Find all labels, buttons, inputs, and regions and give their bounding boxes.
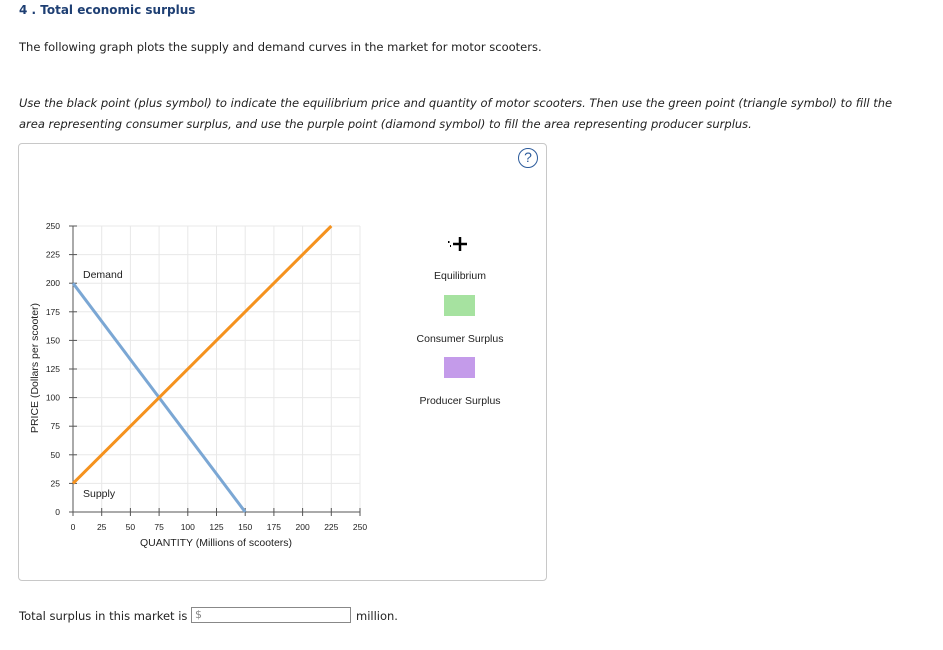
instructions-text: Use the black point (plus symbol) to ind… xyxy=(19,96,893,131)
y-tick-label: 175 xyxy=(46,307,60,317)
series-lines[interactable] xyxy=(71,224,333,513)
equilibrium-label: Equilibrium xyxy=(434,270,486,282)
consumer-surplus-label: Consumer Surplus xyxy=(416,333,504,345)
plus-icon[interactable] xyxy=(448,237,467,251)
x-tick-label: 0 xyxy=(71,522,76,532)
y-tick-label: 200 xyxy=(46,278,60,288)
x-tick-label: 100 xyxy=(181,522,195,532)
tick-labels: 0 25 50 75 100 125 150 175 200 225 250 0 25 50 75 100 12… xyxy=(46,221,368,532)
x-tick-label: 175 xyxy=(267,522,281,532)
y-tick-label: 125 xyxy=(46,364,60,374)
x-tick-label: 50 xyxy=(126,522,136,532)
currency-symbol: $ xyxy=(195,608,202,621)
demand-label: Demand xyxy=(83,269,123,281)
x-tick-label: 25 xyxy=(97,522,107,532)
y-axis-label: PRICE (Dollars per scooter) xyxy=(29,303,41,433)
x-tick-label: 250 xyxy=(353,522,367,532)
consumer-surplus-swatch[interactable] xyxy=(444,295,475,316)
y-tick-label: 100 xyxy=(46,393,60,403)
x-tick-label: 225 xyxy=(324,522,338,532)
y-tick-label: 225 xyxy=(46,250,60,260)
supply-curve[interactable] xyxy=(71,224,333,485)
producer-surplus-label: Producer Surplus xyxy=(419,395,501,407)
y-tick-label: 250 xyxy=(46,221,60,231)
equilibrium-tool[interactable] xyxy=(448,237,467,251)
supply-label: Supply xyxy=(83,488,116,500)
x-tick-label: 75 xyxy=(154,522,164,532)
y-tick-label: 75 xyxy=(51,421,61,431)
y-tick-label: 0 xyxy=(55,507,60,517)
producer-surplus-swatch[interactable] xyxy=(444,357,475,378)
answer-label: Total surplus in this market is xyxy=(19,609,188,623)
x-tick-label: 125 xyxy=(209,522,223,532)
question-title: 4 . Total economic surplus xyxy=(19,3,196,17)
help-button[interactable]: ? xyxy=(518,148,538,168)
total-surplus-input-box[interactable]: $ xyxy=(191,607,351,623)
x-tick-label: 200 xyxy=(296,522,310,532)
answer-unit: million. xyxy=(356,609,398,623)
x-axis-label: QUANTITY (Millions of scooters) xyxy=(140,537,292,549)
y-tick-label: 25 xyxy=(51,478,61,488)
axes xyxy=(69,225,361,516)
x-tick-label: 150 xyxy=(238,522,252,532)
intro-text: The following graph plots the supply and… xyxy=(19,40,542,54)
total-surplus-input[interactable] xyxy=(204,608,348,622)
y-tick-label: 50 xyxy=(51,450,61,460)
y-tick-label: 150 xyxy=(46,335,60,345)
